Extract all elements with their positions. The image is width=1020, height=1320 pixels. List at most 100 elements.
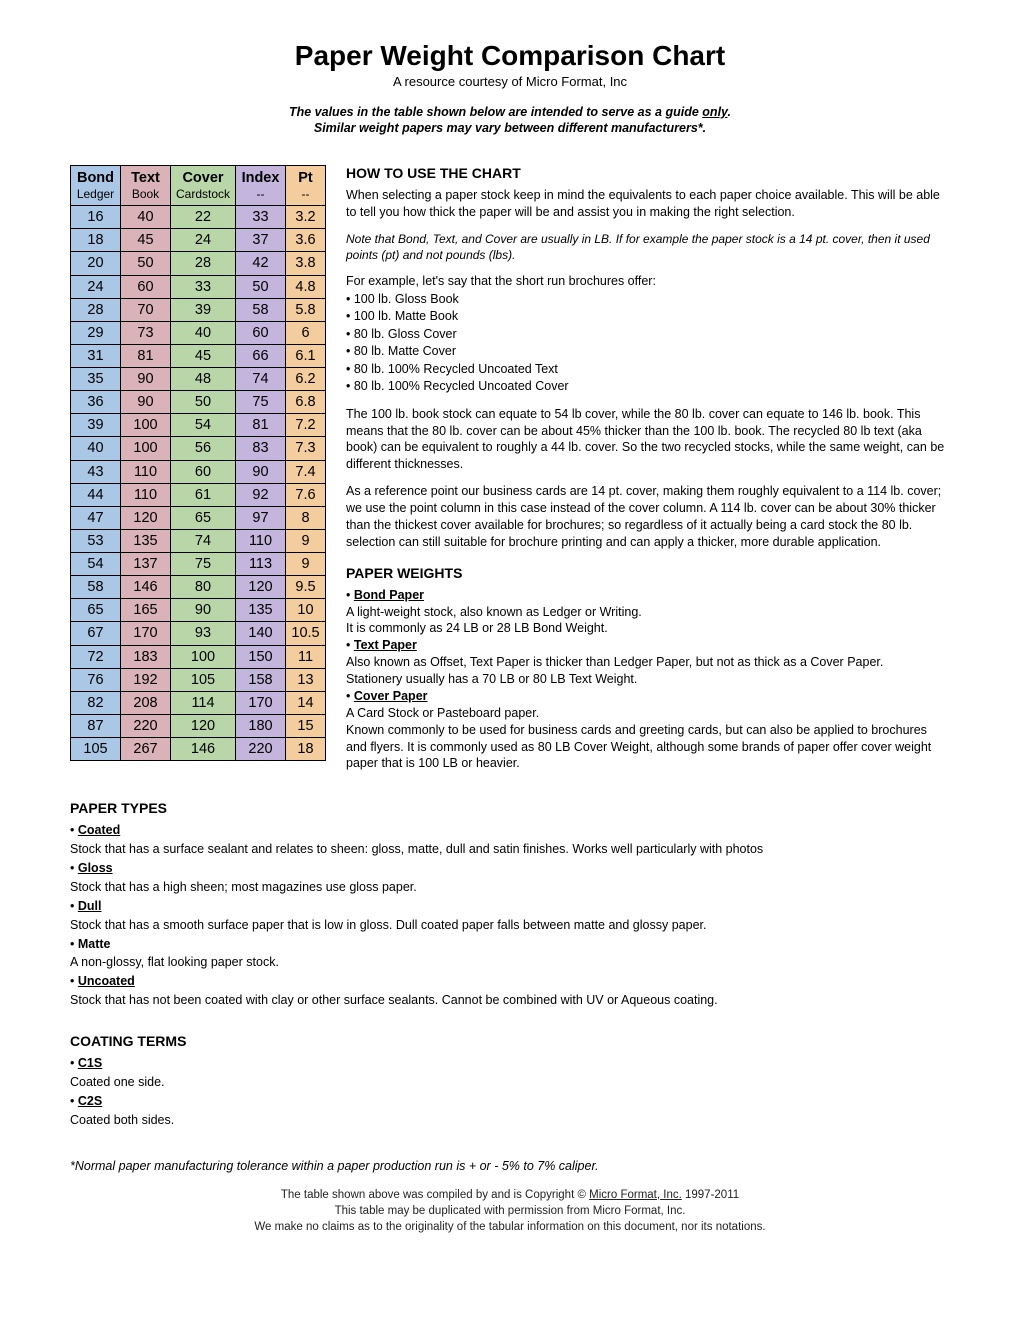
table-cell: 18 (286, 738, 326, 761)
howto-p1: When selecting a paper stock keep in min… (346, 187, 950, 221)
table-row: 4712065978 (71, 506, 326, 529)
disclaimer-text: The values in the table shown below are … (289, 105, 702, 119)
table-cell: 93 (171, 622, 236, 645)
table-cell: 14 (286, 691, 326, 714)
table-cell: 120 (236, 576, 286, 599)
table-cell: 158 (236, 668, 286, 691)
table-row: 7218310015011 (71, 645, 326, 668)
table-cell: 180 (236, 714, 286, 737)
table-cell: 6 (286, 321, 326, 344)
table-cell: 35 (71, 368, 121, 391)
text-term: Text Paper (354, 638, 417, 652)
coated-label: • Coated (70, 822, 950, 839)
table-row: 205028423.8 (71, 252, 326, 275)
table-row: 8722012018015 (71, 714, 326, 737)
table-cell: 16 (71, 206, 121, 229)
footer-line-2: This table may be duplicated with permis… (70, 1203, 950, 1219)
text-desc-1: Also known as Offset, Text Paper is thic… (346, 654, 950, 671)
table-cell: 74 (171, 529, 236, 552)
table-cell: 58 (236, 298, 286, 321)
table-row: 7619210515813 (71, 668, 326, 691)
table-cell: 135 (121, 529, 171, 552)
col-header-pt: Pt-- (286, 166, 326, 206)
table-cell: 24 (71, 275, 121, 298)
table-cell: 74 (236, 368, 286, 391)
table-cell: 58 (71, 576, 121, 599)
lower-section: PAPER TYPES • Coated Stock that has a su… (70, 800, 950, 1235)
table-cell: 70 (121, 298, 171, 321)
table-cell: 80 (171, 576, 236, 599)
table-cell: 110 (121, 483, 171, 506)
table-cell: 7.6 (286, 483, 326, 506)
tolerance-note: *Normal paper manufacturing tolerance wi… (70, 1159, 950, 1173)
table-cell: 44 (71, 483, 121, 506)
table-cell: 150 (236, 645, 286, 668)
col-header-text: TextBook (121, 166, 171, 206)
table-cell: 10.5 (286, 622, 326, 645)
table-cell: 146 (121, 576, 171, 599)
text-desc-2: Stationery usually has a 70 LB or 80 LB … (346, 671, 950, 688)
table-cell: 90 (121, 391, 171, 414)
table-cell: 66 (236, 344, 286, 367)
table-row: 3910054817.2 (71, 414, 326, 437)
table-cell: 113 (236, 553, 286, 576)
uncoated-desc: Stock that has not been coated with clay… (70, 992, 950, 1009)
table-cell: 50 (236, 275, 286, 298)
bullet-item: • 100 lb. Matte Book (346, 308, 950, 326)
table-cell: 192 (121, 668, 171, 691)
cover-term: Cover Paper (354, 689, 428, 703)
uncoated-term: Uncoated (78, 974, 135, 988)
gloss-label: • Gloss (70, 860, 950, 877)
table-cell: 73 (121, 321, 171, 344)
table-cell: 47 (71, 506, 121, 529)
uncoated-label: • Uncoated (70, 973, 950, 990)
bond-term: Bond Paper (354, 588, 424, 602)
table-cell: 220 (236, 738, 286, 761)
howto-p3: As a reference point our business cards … (346, 483, 950, 551)
table-cell: 60 (236, 321, 286, 344)
table-cell: 267 (121, 738, 171, 761)
table-cell: 18 (71, 229, 121, 252)
table-cell: 100 (121, 414, 171, 437)
footer: The table shown above was compiled by an… (70, 1187, 950, 1235)
bullet-item: • 80 lb. Gloss Cover (346, 326, 950, 344)
table-cell: 105 (71, 738, 121, 761)
dull-label: • Dull (70, 898, 950, 915)
footer-company: Micro Format, Inc. (589, 1189, 682, 1201)
table-cell: 220 (121, 714, 171, 737)
table-row: 297340606 (71, 321, 326, 344)
page-title: Paper Weight Comparison Chart (70, 40, 950, 72)
c2s-label: • C2S (70, 1093, 950, 1110)
table-cell: 42 (236, 252, 286, 275)
table-cell: 100 (121, 437, 171, 460)
howto-note: Note that Bond, Text, and Cover are usua… (346, 231, 950, 263)
heading-paper-types: PAPER TYPES (70, 800, 950, 816)
table-cell: 4.8 (286, 275, 326, 298)
table-row: 8220811417014 (71, 691, 326, 714)
table-cell: 54 (71, 553, 121, 576)
table-cell: 72 (71, 645, 121, 668)
cover-label: • Cover Paper (346, 688, 950, 705)
table-cell: 33 (171, 275, 236, 298)
bullet-item: • 80 lb. 100% Recycled Uncoated Text (346, 361, 950, 379)
table-cell: 56 (171, 437, 236, 460)
table-cell: 120 (121, 506, 171, 529)
table-cell: 11 (286, 645, 326, 668)
c1s-label: • C1S (70, 1055, 950, 1072)
table-cell: 20 (71, 252, 121, 275)
table-row: 246033504.8 (71, 275, 326, 298)
table-cell: 83 (236, 437, 286, 460)
table-cell: 90 (236, 460, 286, 483)
table-cell: 45 (121, 229, 171, 252)
cover-desc-1: A Card Stock or Pasteboard paper. (346, 705, 950, 722)
dull-desc: Stock that has a smooth surface paper th… (70, 917, 950, 934)
table-cell: 50 (121, 252, 171, 275)
table-cell: 170 (121, 622, 171, 645)
matte-label: • Matte (70, 936, 950, 953)
table-cell: 3.2 (286, 206, 326, 229)
heading-how-to: HOW TO USE THE CHART (346, 165, 950, 181)
table-row: 54137751139 (71, 553, 326, 576)
table-cell: 100 (171, 645, 236, 668)
table-cell: 28 (71, 298, 121, 321)
table-cell: 39 (171, 298, 236, 321)
